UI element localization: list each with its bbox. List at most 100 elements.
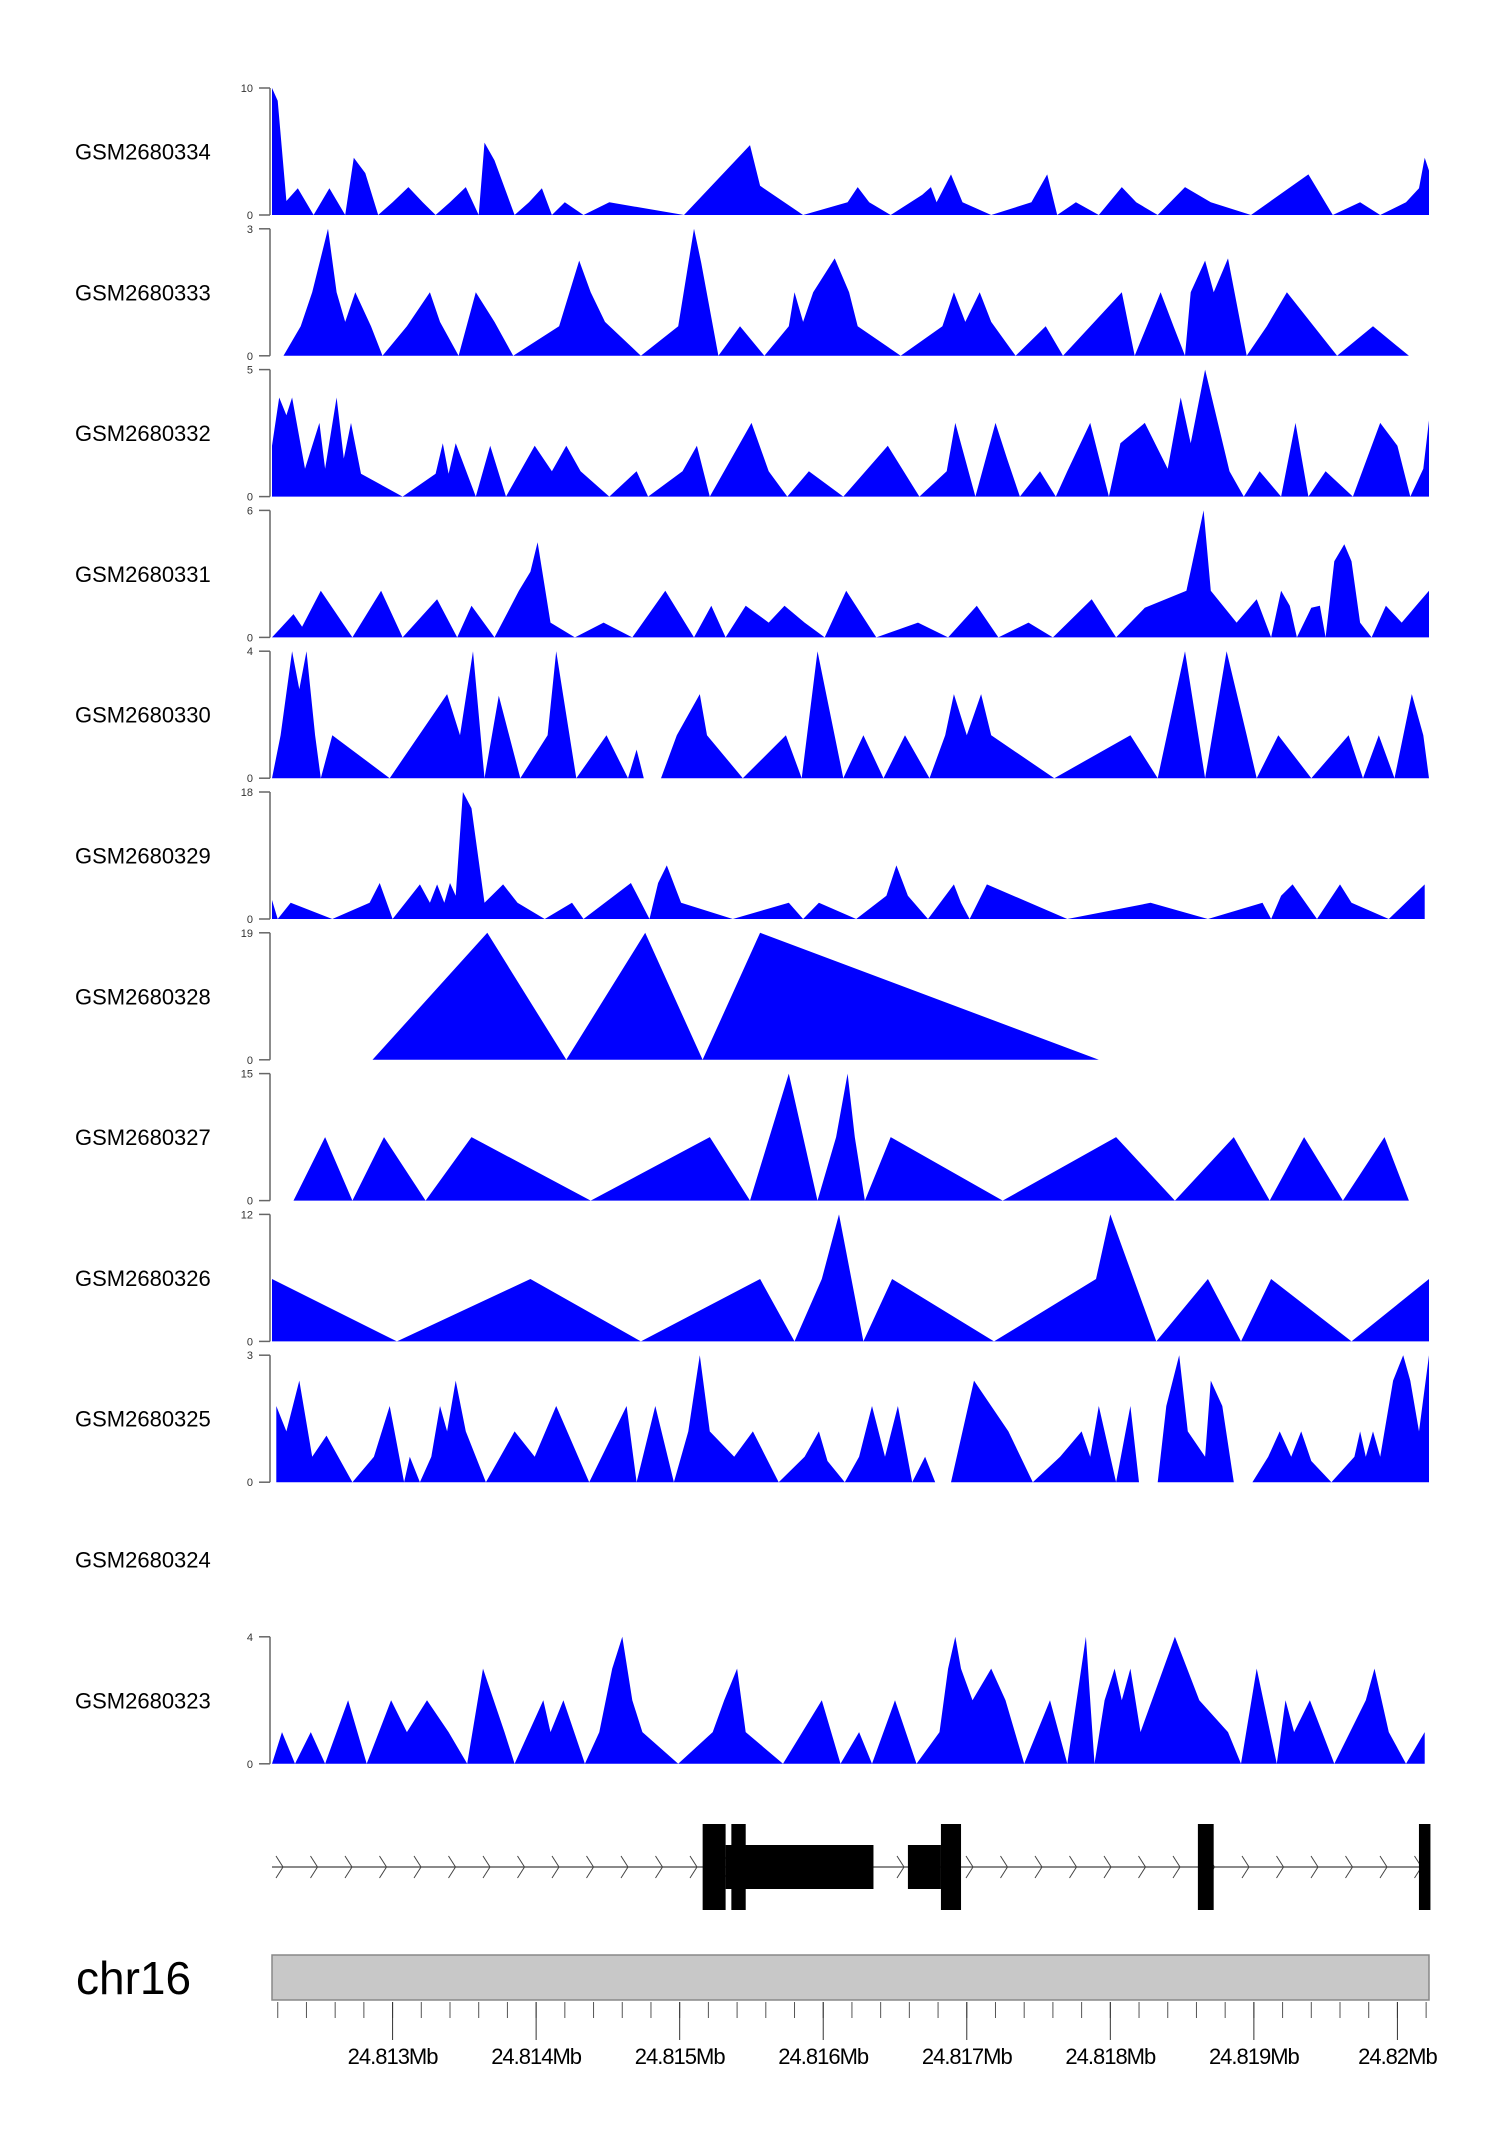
utr-exon	[725, 1845, 874, 1889]
strand-arrow-icon	[551, 1855, 560, 1879]
strand-arrow-icon	[1034, 1855, 1043, 1879]
y-tick-label-min: 0	[247, 1759, 253, 1771]
y-tick-label-max: 10	[241, 83, 253, 95]
genome-axis: 24.813Mb 24.814Mb 24.815Mb 24.816Mb 24.817Mb…	[277, 2002, 1438, 2069]
y-tick-label-min: 0	[247, 492, 253, 504]
strand-arrow-icon	[965, 1855, 974, 1879]
coverage-area	[272, 1636, 1425, 1764]
track-GSM2680333: GSM2680333 3 0	[75, 224, 1409, 363]
data-tracks: GSM2680334100GSM268033330GSM268033250GSM…	[75, 83, 1429, 1771]
track-GSM2680328: GSM2680328 19 0	[75, 928, 1099, 1067]
strand-arrow-icon	[275, 1855, 284, 1879]
y-tick-label-max: 18	[241, 787, 253, 799]
coverage-area	[272, 510, 1429, 638]
track-label: GSM2680330	[75, 703, 211, 728]
y-tick-label-min: 0	[247, 914, 253, 926]
strand-arrow-icon	[655, 1855, 664, 1879]
y-tick-label-max: 4	[247, 1632, 253, 1644]
y-tick-label-max: 5	[247, 365, 253, 377]
strand-arrow-icon	[413, 1855, 422, 1879]
track-label: GSM2680333	[75, 280, 211, 305]
strand-arrow-icon	[689, 1855, 698, 1879]
y-tick-label-max: 12	[241, 1209, 253, 1221]
y-tick-label-min: 0	[247, 351, 253, 363]
track-GSM2680329: GSM2680329 18 0	[75, 787, 1425, 926]
track-label: GSM2680331	[75, 562, 211, 587]
track-GSM2680332: GSM2680332 5 0	[75, 365, 1429, 504]
strand-arrow-icon	[896, 1855, 905, 1879]
y-tick-label-max: 6	[247, 505, 253, 517]
y-tick-label-min: 0	[247, 1055, 253, 1067]
strand-arrow-icon	[1000, 1855, 1009, 1879]
strand-arrow-icon	[1379, 1855, 1388, 1879]
track-GSM2680325: GSM2680325 3 0	[75, 1350, 1429, 1489]
strand-arrow-icon	[1172, 1855, 1181, 1879]
track-label: GSM2680326	[75, 1266, 211, 1291]
y-tick-label-max: 19	[241, 928, 253, 940]
y-tick-label-max: 15	[241, 1069, 253, 1081]
y-tick-label-max: 3	[247, 224, 253, 236]
track-label: GSM2680324	[75, 1548, 211, 1573]
track-label: GSM2680334	[75, 140, 211, 165]
coverage-area	[272, 792, 1425, 919]
utr-exon	[907, 1845, 941, 1889]
y-tick-label-max: 3	[247, 1350, 253, 1362]
x-tick-label: 24.816Mb	[778, 2044, 869, 2069]
coverage-area	[272, 88, 1429, 215]
track-GSM2680323: GSM2680323 4 0	[75, 1632, 1425, 1771]
track-GSM2680330: GSM2680330 4 0	[75, 646, 1429, 785]
track-label: GSM2680327	[75, 1125, 211, 1150]
x-tick-label: 24.819Mb	[1209, 2044, 1300, 2069]
strand-arrow-icon	[1345, 1855, 1354, 1879]
strand-arrow-icon	[344, 1855, 353, 1879]
strand-arrow-icon	[620, 1855, 629, 1879]
strand-arrow-icon	[1138, 1855, 1147, 1879]
coverage-area	[272, 1214, 1429, 1342]
strand-arrow-icon	[586, 1855, 595, 1879]
y-tick-label-min: 0	[247, 1196, 253, 1208]
y-tick-label-min: 0	[247, 773, 253, 785]
x-tick-label: 24.817Mb	[922, 2044, 1013, 2069]
track-label: GSM2680328	[75, 984, 211, 1009]
x-tick-label: 24.82Mb	[1358, 2044, 1437, 2069]
y-tick-label-min: 0	[247, 632, 253, 644]
y-tick-label-min: 0	[247, 1477, 253, 1489]
coding-exon	[940, 1824, 962, 1910]
chromosome-ideogram	[271, 1954, 1430, 2001]
coding-exon	[702, 1824, 726, 1910]
track-GSM2680331: GSM2680331 6 0	[75, 505, 1429, 644]
x-tick-label: 24.814Mb	[491, 2044, 582, 2069]
coverage-area	[276, 1355, 1429, 1483]
strand-arrow-icon	[1276, 1855, 1285, 1879]
chromosome-label: chr16	[76, 1952, 191, 2004]
track-label: GSM2680325	[75, 1407, 211, 1432]
coverage-area	[293, 1073, 1409, 1201]
strand-arrow-icon	[482, 1855, 491, 1879]
coverage-area	[272, 651, 1429, 779]
coverage-area	[283, 228, 1409, 356]
track-GSM2680324: GSM2680324	[75, 1548, 211, 1573]
track-label: GSM2680332	[75, 421, 211, 446]
y-tick-label-min: 0	[247, 210, 253, 222]
track-GSM2680326: GSM2680326 12 0	[75, 1209, 1429, 1348]
y-tick-label-min: 0	[247, 1336, 253, 1348]
strand-arrow-icon	[1310, 1855, 1319, 1879]
x-tick-label: 24.813Mb	[348, 2044, 439, 2069]
gene-model-track	[272, 1824, 1431, 1910]
strand-arrow-icon	[517, 1855, 526, 1879]
strand-arrow-icon	[1103, 1855, 1112, 1879]
strand-arrow-icon	[310, 1855, 319, 1879]
coverage-area	[372, 932, 1099, 1060]
x-tick-label: 24.818Mb	[1065, 2044, 1156, 2069]
y-tick-label-max: 4	[247, 646, 253, 658]
track-GSM2680334: GSM2680334 10 0	[75, 83, 1429, 222]
chromosome-band	[271, 1954, 1430, 2001]
track-label: GSM2680323	[75, 1688, 211, 1713]
strand-arrow-icon	[379, 1855, 388, 1879]
coding-exon	[1197, 1824, 1214, 1910]
strand-arrow-icon	[1069, 1855, 1078, 1879]
track-label: GSM2680329	[75, 844, 211, 869]
coding-exon	[1418, 1824, 1431, 1910]
track-GSM2680327: GSM2680327 15 0	[75, 1069, 1409, 1208]
